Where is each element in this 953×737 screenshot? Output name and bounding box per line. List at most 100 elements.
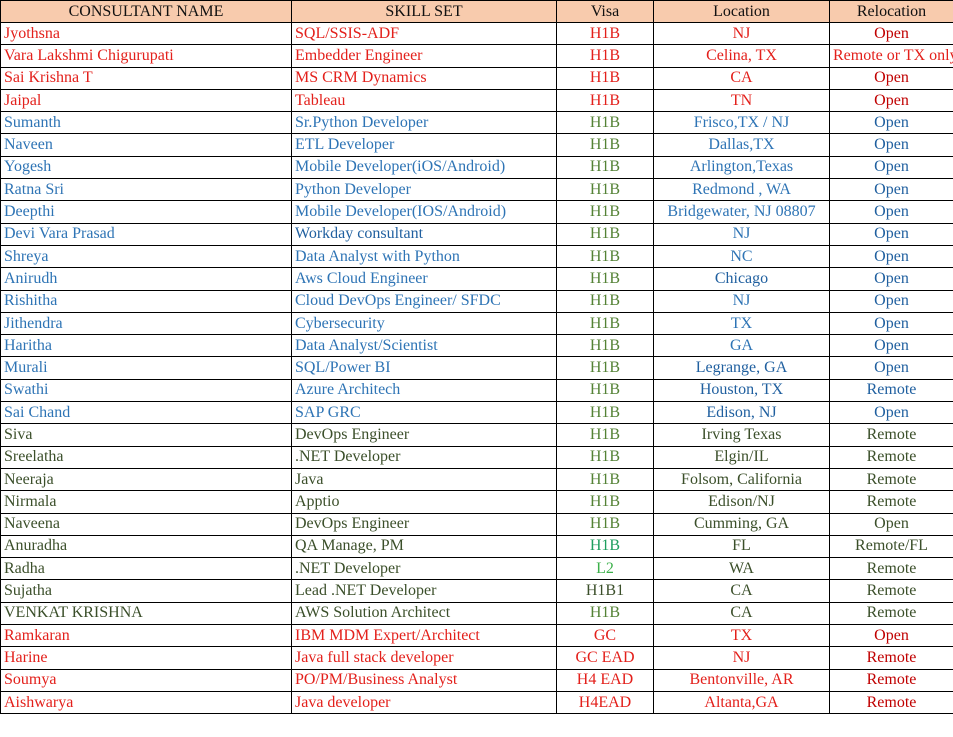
- location-cell[interactable]: NC: [653, 244, 830, 269]
- visa-cell[interactable]: H1B1: [556, 579, 654, 603]
- consultant-name-cell[interactable]: Haritha: [0, 334, 292, 358]
- consultant-name-cell[interactable]: Soumya: [0, 668, 292, 692]
- consultant-name-cell[interactable]: Yogesh: [0, 155, 292, 180]
- skill-set-cell[interactable]: PO/PM/Business Analyst: [291, 668, 557, 692]
- visa-cell[interactable]: H1B: [556, 356, 654, 380]
- skill-set-cell[interactable]: Data Analyst with Python: [291, 244, 557, 269]
- relocation-cell[interactable]: Open: [829, 244, 953, 269]
- visa-cell[interactable]: H1B: [556, 155, 654, 180]
- skill-set-cell[interactable]: ETL Developer: [291, 133, 557, 157]
- location-cell[interactable]: NJ: [653, 21, 830, 46]
- skill-set-cell[interactable]: SQL/Power BI: [291, 356, 557, 380]
- visa-cell[interactable]: H1B: [556, 378, 654, 403]
- skill-set-cell[interactable]: .NET Developer: [291, 557, 557, 581]
- location-cell[interactable]: Irving Texas: [653, 423, 830, 447]
- visa-cell[interactable]: H4 EAD: [556, 668, 654, 692]
- consultant-name-cell[interactable]: Sumanth: [0, 111, 292, 135]
- consultant-name-cell[interactable]: VENKAT KRISHNA: [0, 601, 292, 626]
- visa-cell[interactable]: GC: [556, 624, 654, 648]
- skill-set-cell[interactable]: QA Manage, PM: [291, 534, 557, 559]
- location-cell[interactable]: Folsom, California: [653, 467, 830, 492]
- location-cell[interactable]: NJ: [653, 289, 830, 313]
- consultant-name-cell[interactable]: Shreya: [0, 244, 292, 269]
- location-cell[interactable]: Arlington,Texas: [653, 155, 830, 180]
- consultant-name-cell[interactable]: Rishitha: [0, 289, 292, 313]
- visa-cell[interactable]: H4EAD: [556, 690, 654, 715]
- visa-cell[interactable]: H1B: [556, 445, 654, 469]
- skill-set-cell[interactable]: Sr.Python Developer: [291, 111, 557, 135]
- relocation-cell[interactable]: Remote: [829, 467, 953, 492]
- consultant-name-cell[interactable]: Sujatha: [0, 579, 292, 603]
- relocation-cell[interactable]: Remote/FL: [829, 534, 953, 559]
- visa-cell[interactable]: H1B: [556, 401, 654, 425]
- consultant-name-cell[interactable]: Ramkaran: [0, 624, 292, 648]
- consultant-name-cell[interactable]: Sreelatha: [0, 445, 292, 469]
- location-cell[interactable]: TN: [653, 88, 830, 113]
- location-cell[interactable]: Bentonville, AR: [653, 668, 830, 692]
- visa-cell[interactable]: H1B: [556, 311, 654, 336]
- location-cell[interactable]: Celina, TX: [653, 44, 830, 68]
- location-cell[interactable]: Frisco,TX / NJ: [653, 111, 830, 135]
- consultant-name-cell[interactable]: Sai Krishna T: [0, 66, 292, 90]
- relocation-cell[interactable]: Open: [829, 111, 953, 135]
- location-cell[interactable]: CA: [653, 601, 830, 626]
- relocation-cell[interactable]: Open: [829, 401, 953, 425]
- location-cell[interactable]: FL: [653, 534, 830, 559]
- relocation-cell[interactable]: Open: [829, 133, 953, 157]
- skill-set-cell[interactable]: Azure Architech: [291, 378, 557, 403]
- skill-set-cell[interactable]: DevOps Engineer: [291, 423, 557, 447]
- consultant-name-cell[interactable]: Swathi: [0, 378, 292, 403]
- consultant-name-cell[interactable]: Murali: [0, 356, 292, 380]
- consultant-name-cell[interactable]: Neeraja: [0, 467, 292, 492]
- relocation-cell[interactable]: Open: [829, 66, 953, 90]
- relocation-cell[interactable]: Open: [829, 311, 953, 336]
- consultant-name-cell[interactable]: Anuradha: [0, 534, 292, 559]
- visa-cell[interactable]: GC EAD: [556, 646, 654, 670]
- relocation-cell[interactable]: Open: [829, 356, 953, 380]
- relocation-cell[interactable]: Remote: [829, 490, 953, 514]
- relocation-cell[interactable]: Open: [829, 289, 953, 313]
- visa-cell[interactable]: H1B: [556, 423, 654, 447]
- visa-cell[interactable]: H1B: [556, 512, 654, 536]
- header-visa[interactable]: Visa: [556, 0, 654, 23]
- relocation-cell[interactable]: Remote: [829, 423, 953, 447]
- visa-cell[interactable]: H1B: [556, 467, 654, 492]
- location-cell[interactable]: CA: [653, 66, 830, 90]
- consultant-name-cell[interactable]: Anirudh: [0, 267, 292, 291]
- skill-set-cell[interactable]: Aws Cloud Engineer: [291, 267, 557, 291]
- consultant-name-cell[interactable]: Radha: [0, 557, 292, 581]
- relocation-cell[interactable]: Remote or TX only: [829, 44, 953, 68]
- header-skill-set[interactable]: SKILL SET: [291, 0, 557, 23]
- consultant-name-cell[interactable]: Devi Vara Prasad: [0, 222, 292, 246]
- relocation-cell[interactable]: Open: [829, 222, 953, 246]
- skill-set-cell[interactable]: Cloud DevOps Engineer/ SFDC: [291, 289, 557, 313]
- location-cell[interactable]: Cumming, GA: [653, 512, 830, 536]
- location-cell[interactable]: Dallas,TX: [653, 133, 830, 157]
- visa-cell[interactable]: L2: [556, 557, 654, 581]
- skill-set-cell[interactable]: Java developer: [291, 690, 557, 715]
- consultant-name-cell[interactable]: Aishwarya: [0, 690, 292, 715]
- location-cell[interactable]: Edison, NJ: [653, 401, 830, 425]
- visa-cell[interactable]: H1B: [556, 178, 654, 202]
- visa-cell[interactable]: H1B: [556, 44, 654, 68]
- header-location[interactable]: Location: [653, 0, 830, 23]
- skill-set-cell[interactable]: Tableau: [291, 88, 557, 113]
- location-cell[interactable]: Altanta,GA: [653, 690, 830, 715]
- skill-set-cell[interactable]: Apptio: [291, 490, 557, 514]
- skill-set-cell[interactable]: IBM MDM Expert/Architect: [291, 624, 557, 648]
- skill-set-cell[interactable]: AWS Solution Architect: [291, 601, 557, 626]
- location-cell[interactable]: Elgin/IL: [653, 445, 830, 469]
- relocation-cell[interactable]: Remote: [829, 445, 953, 469]
- visa-cell[interactable]: H1B: [556, 289, 654, 313]
- location-cell[interactable]: NJ: [653, 222, 830, 246]
- visa-cell[interactable]: H1B: [556, 111, 654, 135]
- relocation-cell[interactable]: Open: [829, 155, 953, 180]
- location-cell[interactable]: Redmond , WA: [653, 178, 830, 202]
- skill-set-cell[interactable]: Mobile Developer(iOS/Android): [291, 155, 557, 180]
- relocation-cell[interactable]: Open: [829, 200, 953, 224]
- consultant-name-cell[interactable]: Vara Lakshmi Chigurupati: [0, 44, 292, 68]
- skill-set-cell[interactable]: Java full stack developer: [291, 646, 557, 670]
- location-cell[interactable]: Legrange, GA: [653, 356, 830, 380]
- relocation-cell[interactable]: Remote: [829, 668, 953, 692]
- skill-set-cell[interactable]: .NET Developer: [291, 445, 557, 469]
